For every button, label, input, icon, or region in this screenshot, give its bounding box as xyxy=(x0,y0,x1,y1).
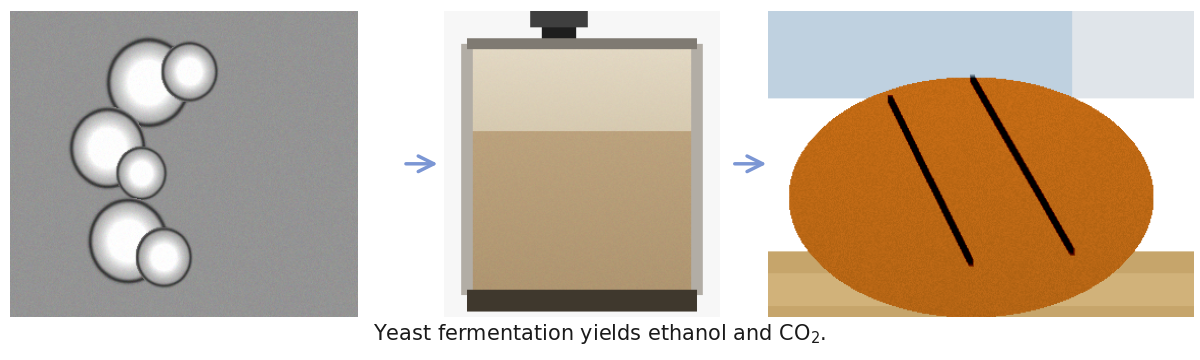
Text: Yeast fermentation yields ethanol and CO$_2$.: Yeast fermentation yields ethanol and CO… xyxy=(373,321,827,346)
